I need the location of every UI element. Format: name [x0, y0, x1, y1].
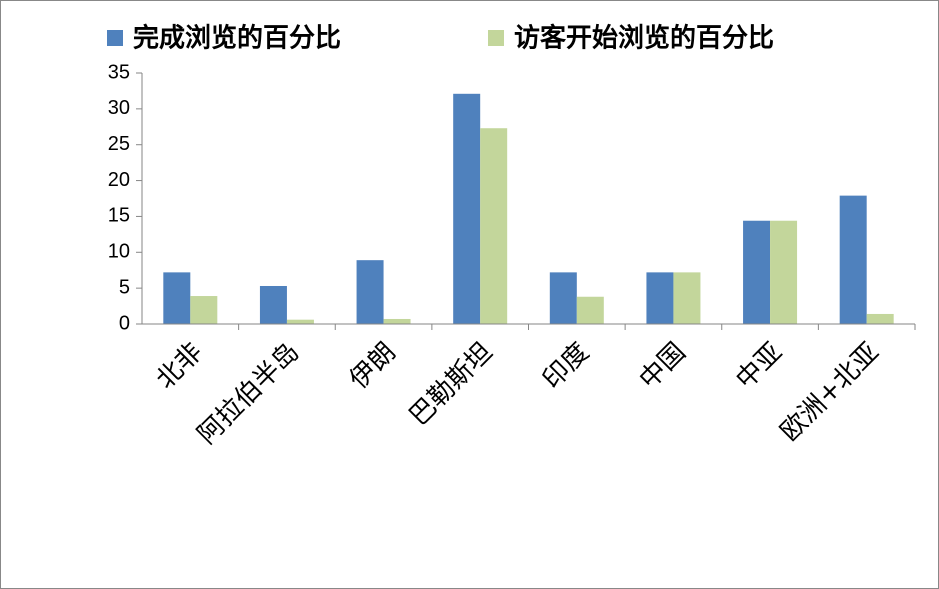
bar	[259, 285, 287, 324]
bar	[286, 319, 314, 324]
bar	[866, 313, 894, 324]
y-tick-label: 0	[119, 312, 130, 334]
bar	[480, 128, 508, 324]
bar	[163, 272, 191, 324]
bar	[673, 272, 701, 324]
bar	[190, 296, 218, 324]
bar	[743, 220, 771, 324]
bar	[770, 220, 798, 324]
y-tick-label: 25	[108, 133, 130, 155]
legend-label: 完成浏览的百分比	[133, 23, 341, 54]
legend-label: 访客开始浏览的百分比	[514, 23, 774, 54]
bar	[576, 296, 604, 324]
bar	[549, 272, 577, 324]
y-tick-label: 15	[108, 205, 130, 227]
bar	[356, 260, 384, 324]
bar	[839, 195, 867, 324]
y-tick-label: 35	[108, 61, 130, 83]
y-tick-label: 30	[108, 97, 130, 119]
bar	[646, 272, 674, 324]
y-tick-label: 5	[119, 276, 130, 298]
bar	[383, 318, 411, 324]
y-tick-label: 20	[108, 169, 130, 191]
y-tick-label: 10	[108, 241, 130, 263]
legend-swatch	[107, 30, 123, 46]
bar	[453, 93, 481, 324]
legend-swatch	[488, 30, 504, 46]
